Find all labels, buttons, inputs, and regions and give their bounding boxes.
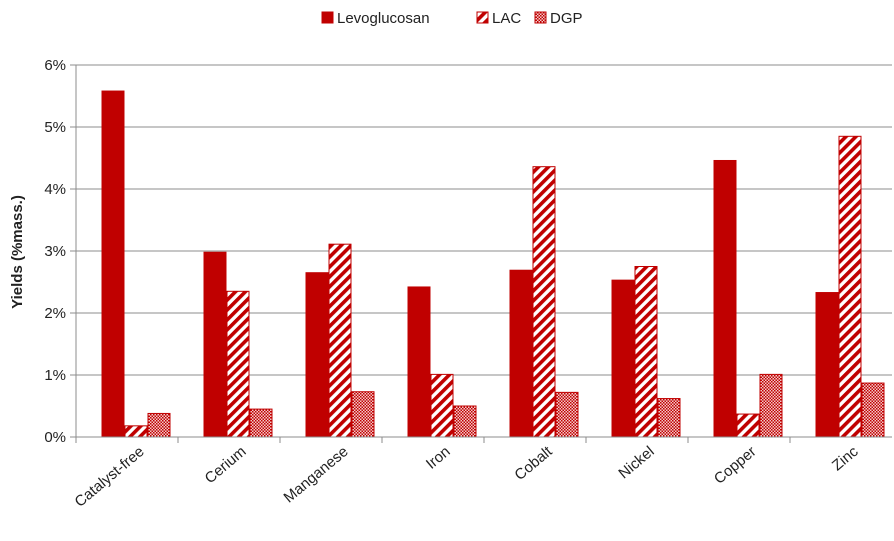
gridlines [76,64,892,376]
y-axis-label: Yields (%mass.) [9,195,26,309]
bar-lac-copper [736,413,760,438]
bars [101,90,885,438]
x-tick-label: Iron [423,443,454,473]
bar-dgp-manganese [351,391,375,438]
y-tick-label: 1% [44,367,66,384]
bar-levoglucosan-zinc [815,292,839,438]
bar-lac-catalyst-free [124,425,148,438]
x-tick-label: Copper [711,443,760,488]
bar-lac-manganese [328,243,352,438]
y-tick-label: 5% [44,119,66,136]
legend-swatch-levoglucosan [321,11,334,24]
bar-levoglucosan-cerium [203,251,227,438]
bar-dgp-iron [453,405,477,438]
bar-dgp-catalyst-free [147,412,171,438]
bar-levoglucosan-manganese [305,272,329,438]
y-tick-label: 3% [44,243,66,260]
legend-label-dgp: DGP [550,10,583,27]
y-tick-label: 2% [44,305,66,322]
bar-levoglucosan-catalyst-free [101,90,125,438]
x-tick-label: Cerium [202,443,250,487]
axes [70,64,892,443]
x-tick-label: Cobalt [511,443,556,484]
bar-levoglucosan-nickel [611,279,635,438]
y-tick-label: 6% [44,57,66,74]
y-tick-label: 0% [44,429,66,446]
legend: Levoglucosan LAC DGP [321,10,583,27]
bar-lac-cobalt [532,166,556,438]
x-tick-label: Manganese [281,443,352,506]
bar-lac-cerium [226,290,250,438]
x-tick-label: Catalyst-free [72,443,148,511]
tick-labels: 0% 1% 2% 3% 4% 5% 6% Catalyst-free Cerium Mangane… [44,57,862,511]
y-tick-label: 4% [44,181,66,198]
bar-dgp-cobalt [555,391,579,438]
bar-levoglucosan-copper [713,159,737,438]
bar-dgp-copper [759,373,783,438]
bar-levoglucosan-iron [407,286,431,438]
bar-dgp-nickel [657,398,681,438]
legend-label-levoglucosan: Levoglucosan [337,10,430,27]
legend-label-lac: LAC [492,10,521,27]
legend-swatch-lac [476,11,489,24]
legend-swatch-dgp [534,11,547,24]
bar-lac-nickel [634,266,658,438]
bar-dgp-cerium [249,408,273,438]
bar-dgp-zinc [861,382,885,438]
bar-lac-zinc [838,135,862,438]
bar-lac-iron [430,373,454,438]
x-tick-label: Nickel [615,443,657,482]
bar-levoglucosan-cobalt [509,269,533,438]
x-tick-label: Zinc [829,443,862,475]
